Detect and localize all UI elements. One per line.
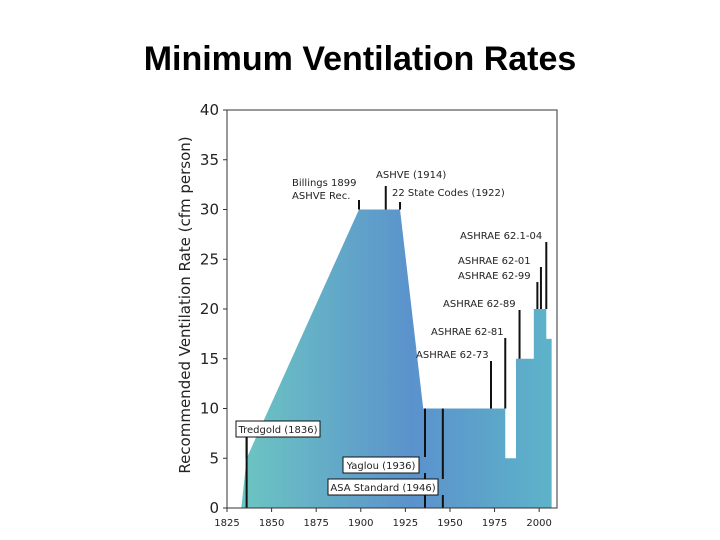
annotation: ASHRAE 62-01 xyxy=(458,256,542,309)
annotation-label: ASHVE Rec. xyxy=(292,191,350,202)
y-tick-label: 0 xyxy=(209,499,219,517)
y-tick-label: 5 xyxy=(209,449,219,467)
annotation-label: ASHRAE 62-01 xyxy=(458,256,531,267)
annotation: Tredgold (1836) xyxy=(235,420,321,508)
annotation-box xyxy=(342,456,420,474)
y-tick-label: 35 xyxy=(200,151,219,169)
x-tick-label: 1850 xyxy=(259,518,284,529)
x-tick-label: 1975 xyxy=(482,518,507,529)
annotation-label: Yaglou (1936) xyxy=(346,461,416,472)
x-tick-label: 1925 xyxy=(393,518,418,529)
y-tick-label: 30 xyxy=(200,201,219,219)
y-tick-label: 40 xyxy=(200,101,219,119)
chart-title: Minimum Ventilation Rates xyxy=(143,40,577,78)
y-tick-label: 25 xyxy=(200,250,219,268)
annotation-label: ASHRAE 62.1-04 xyxy=(460,231,542,242)
annotation-label: ASA Standard (1946) xyxy=(330,483,435,494)
y-tick-label: 15 xyxy=(200,350,219,368)
annotation-label: ASHRAE 62-81 xyxy=(431,327,504,338)
annotation-label: ASHRAE 62-99 xyxy=(458,271,531,282)
annotation-label: ASHRAE 62-89 xyxy=(443,299,516,310)
annotation: ASHRAE 62-73 xyxy=(416,350,492,409)
annotation: ASHRAE 62-89 xyxy=(443,299,521,359)
annotation: ASHRAE 62-81 xyxy=(431,327,507,409)
annotation-label: ASHRAE 62-73 xyxy=(416,350,489,361)
y-tick-label: 10 xyxy=(200,400,219,418)
annotation: ASHRAE 62.1-04 xyxy=(460,231,548,309)
y-axis-label: Recommended Ventilation Rate (cfm person… xyxy=(176,136,194,473)
annotation-label: 22 State Codes (1922) xyxy=(392,188,505,199)
annotation-box xyxy=(327,478,439,496)
x-tick-label: 1900 xyxy=(348,518,373,529)
y-tick-label: 20 xyxy=(200,300,219,318)
annotation-label: Billings 1899 xyxy=(292,178,357,189)
annotation: ASA Standard (1946) xyxy=(327,408,444,508)
x-tick-label: 2000 xyxy=(526,518,551,529)
annotation: ASHVE (1914) xyxy=(376,170,446,210)
x-tick-label: 1875 xyxy=(303,518,328,529)
annotation-label: Tredgold (1836) xyxy=(237,425,317,436)
annotation: 22 State Codes (1922) xyxy=(392,188,505,210)
annotation-box xyxy=(235,420,321,438)
annotation-label: ASHVE (1914) xyxy=(376,170,446,181)
x-tick-label: 1825 xyxy=(214,518,239,529)
x-tick-label: 1950 xyxy=(437,518,462,529)
annotation: ASHRAE 62-99 xyxy=(458,271,539,309)
annotation: Billings 1899 ASHVE Rec. xyxy=(292,178,360,210)
